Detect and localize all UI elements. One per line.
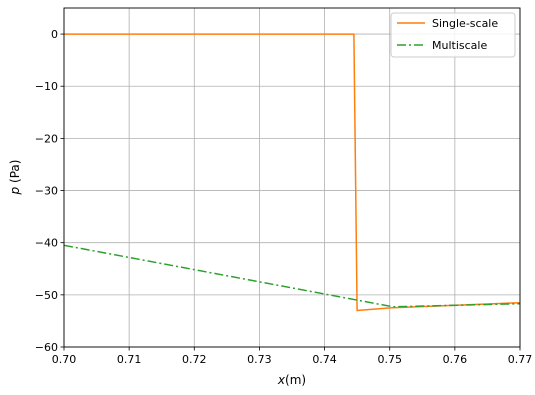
y-axis-unit: (Pa) (8, 160, 22, 183)
y-axis-label: p (Pa) (8, 160, 22, 196)
x-tick-label: 0.75 (377, 353, 402, 366)
x-axis-variable: x (277, 373, 286, 387)
y-tick-label: −30 (35, 185, 58, 198)
x-axis-unit: (m) (285, 373, 306, 387)
y-axis: 0 −10 −20 −30 −40 −50 −60 (35, 28, 64, 354)
x-tick-label: 0.74 (312, 353, 337, 366)
y-axis-variable: p (8, 186, 22, 195)
y-tick-label: 0 (51, 28, 58, 41)
x-tick-label: 0.70 (52, 353, 77, 366)
x-tick-label: 0.71 (117, 353, 142, 366)
x-tick-label: 0.76 (443, 353, 468, 366)
y-tick-label: −60 (35, 341, 58, 354)
x-tick-label: 0.73 (247, 353, 272, 366)
y-tick-label: −50 (35, 289, 58, 302)
y-tick-label: −20 (35, 132, 58, 145)
x-axis-label: x(m) (277, 373, 306, 387)
series-lines (63, 33, 521, 312)
legend-label-multiscale: Multiscale (432, 39, 487, 52)
legend: Single-scale Multiscale (390, 12, 516, 58)
plot-frame (63, 7, 521, 348)
legend-box (390, 12, 516, 58)
legend-label-single-scale: Single-scale (432, 17, 498, 30)
x-tick-label: 0.77 (508, 353, 533, 366)
x-axis: 0.70 0.71 0.72 0.73 0.74 0.75 0.76 0.77 (52, 347, 533, 366)
x-tick-label: 0.72 (182, 353, 207, 366)
y-tick-label: −10 (35, 80, 58, 93)
y-tick-label: −40 (35, 237, 58, 250)
